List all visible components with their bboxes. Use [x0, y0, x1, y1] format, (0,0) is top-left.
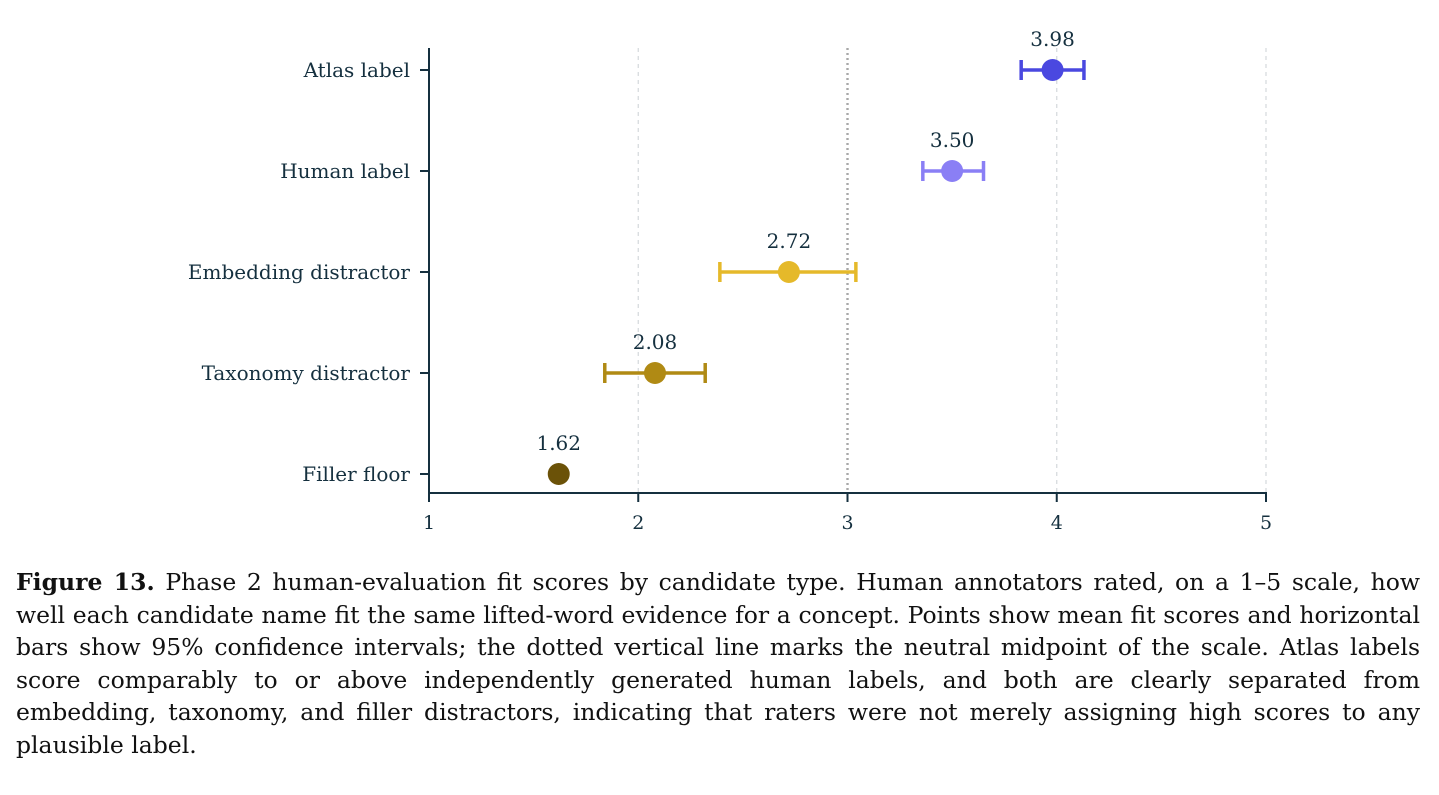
category-label-2: Embedding distractor	[188, 260, 411, 284]
x-tick-label-1: 1	[423, 512, 435, 534]
mean-point-2	[777, 261, 800, 283]
mean-point-3	[643, 362, 666, 384]
category-label-3: Taxonomy distractor	[202, 361, 411, 385]
category-labels: Atlas label Human label Embedding distract…	[188, 58, 429, 486]
mean-point-4	[547, 463, 570, 485]
figure-caption: Figure 13. Phase 2 human-evaluation fit …	[16, 566, 1420, 761]
gridlines	[637, 48, 1267, 493]
value-label-4: 1.62	[536, 431, 581, 455]
x-tick-label-2: 2	[632, 512, 644, 534]
value-label-3: 2.08	[633, 330, 678, 354]
data-points: 3.98 3.50 2.72 2.08 1.62	[536, 27, 1086, 485]
fit-score-chart: 1 2 3 4 5 Atlas label Human label Embedding di…	[188, 27, 1272, 534]
mean-point-0	[1041, 59, 1064, 81]
x-tick-label-3: 3	[841, 512, 853, 534]
x-tick-label-5: 5	[1260, 512, 1272, 534]
value-label-2: 2.72	[767, 229, 812, 253]
category-label-1: Human label	[280, 159, 410, 183]
value-label-0: 3.98	[1030, 27, 1075, 51]
figure-number: Figure 13.	[16, 568, 155, 596]
category-label-4: Filler floor	[302, 462, 410, 486]
value-label-1: 3.50	[930, 128, 975, 152]
x-axis-ticks: 1 2 3 4 5	[423, 493, 1272, 534]
x-tick-label-4: 4	[1051, 512, 1063, 534]
category-label-0: Atlas label	[303, 58, 410, 82]
mean-point-1	[941, 160, 964, 182]
caption-text: Phase 2 human-evaluation fit scores by c…	[16, 568, 1420, 759]
